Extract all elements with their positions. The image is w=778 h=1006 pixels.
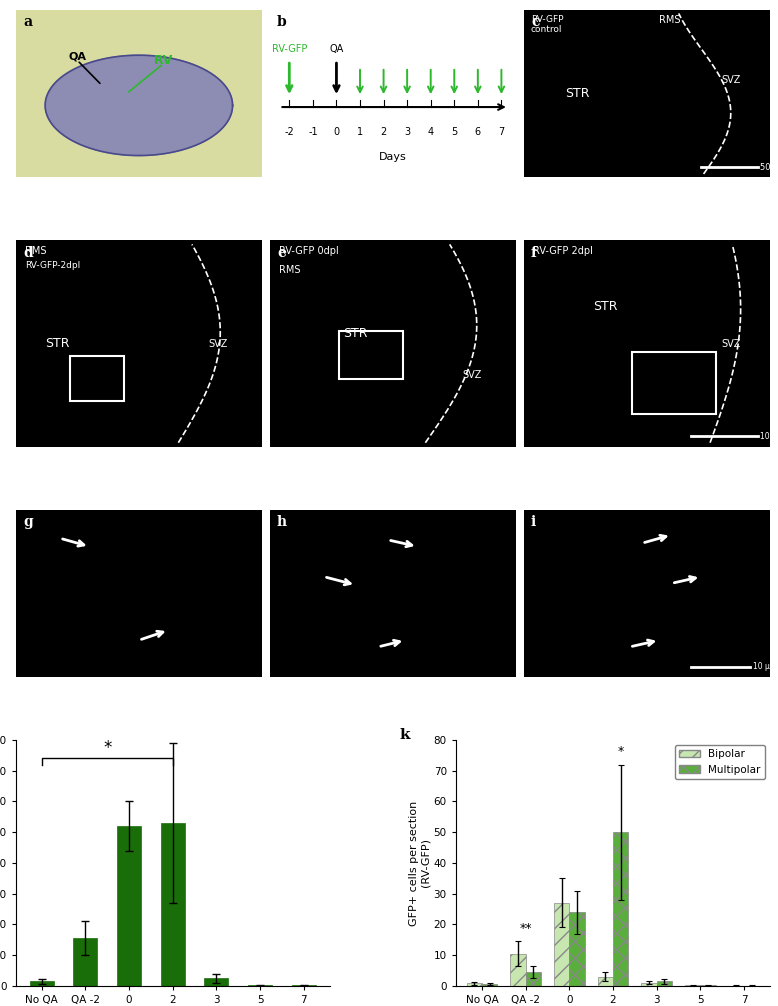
Text: RV-GFP
control: RV-GFP control bbox=[531, 15, 563, 34]
Text: 100 µm: 100 µm bbox=[760, 432, 778, 441]
Text: b: b bbox=[277, 15, 287, 29]
Text: SVZ: SVZ bbox=[721, 75, 741, 86]
Bar bbox=[510, 954, 526, 986]
Text: QA: QA bbox=[68, 52, 86, 62]
Y-axis label: GFP+ cells per section
(RV-GFP): GFP+ cells per section (RV-GFP) bbox=[409, 801, 431, 926]
Text: SVZ: SVZ bbox=[208, 339, 227, 348]
Bar bbox=[467, 984, 482, 986]
Text: 0: 0 bbox=[334, 127, 339, 137]
Text: 1: 1 bbox=[357, 127, 363, 137]
Text: f: f bbox=[531, 246, 537, 261]
Bar bbox=[482, 984, 497, 986]
Text: RV-GFP: RV-GFP bbox=[272, 43, 307, 53]
Text: RMS: RMS bbox=[279, 265, 301, 275]
Text: **: ** bbox=[520, 923, 532, 936]
Text: 2: 2 bbox=[380, 127, 387, 137]
Bar bbox=[598, 977, 613, 986]
Text: *: * bbox=[618, 745, 624, 759]
Text: a: a bbox=[23, 15, 32, 29]
Text: STR: STR bbox=[344, 327, 368, 340]
Text: c: c bbox=[531, 15, 539, 29]
Bar bbox=[117, 826, 141, 986]
Text: k: k bbox=[399, 727, 410, 741]
Text: STR: STR bbox=[566, 88, 590, 101]
Text: 5: 5 bbox=[451, 127, 457, 137]
Text: 7: 7 bbox=[498, 127, 504, 137]
Text: 4: 4 bbox=[428, 127, 434, 137]
Legend: Bipolar, Multipolar: Bipolar, Multipolar bbox=[675, 745, 765, 779]
Text: Days: Days bbox=[379, 152, 407, 162]
Text: 10 µm: 10 µm bbox=[753, 663, 777, 671]
Text: 50 µm: 50 µm bbox=[760, 163, 778, 172]
Text: g: g bbox=[23, 515, 33, 529]
Bar bbox=[30, 981, 54, 986]
Bar bbox=[73, 939, 97, 986]
Text: -2: -2 bbox=[285, 127, 294, 137]
Text: SVZ: SVZ bbox=[462, 369, 482, 379]
Text: 3: 3 bbox=[404, 127, 410, 137]
Bar bbox=[613, 832, 629, 986]
Text: SVZ: SVZ bbox=[721, 339, 741, 348]
Bar bbox=[161, 823, 185, 986]
Text: i: i bbox=[531, 515, 536, 529]
Text: d: d bbox=[23, 246, 33, 261]
Text: RMS: RMS bbox=[26, 246, 47, 257]
Text: h: h bbox=[277, 515, 287, 529]
Text: RV-GFP-2dpl: RV-GFP-2dpl bbox=[26, 261, 81, 270]
Text: RV-GFP 2dpl: RV-GFP 2dpl bbox=[534, 246, 594, 257]
Text: RV: RV bbox=[154, 53, 173, 66]
Text: -1: -1 bbox=[308, 127, 317, 137]
Text: QA: QA bbox=[329, 43, 344, 53]
Text: e: e bbox=[277, 246, 286, 261]
Bar bbox=[569, 912, 584, 986]
Text: RMS: RMS bbox=[659, 15, 681, 25]
Polygon shape bbox=[45, 55, 233, 156]
Text: STR: STR bbox=[45, 337, 70, 350]
Text: *: * bbox=[103, 738, 111, 757]
Text: STR: STR bbox=[593, 300, 617, 313]
Text: 6: 6 bbox=[475, 127, 481, 137]
Bar bbox=[657, 981, 672, 986]
Text: RV-GFP 0dpl: RV-GFP 0dpl bbox=[279, 246, 339, 257]
Bar bbox=[641, 983, 657, 986]
Bar bbox=[205, 978, 229, 986]
Bar bbox=[554, 902, 569, 986]
Bar bbox=[526, 972, 541, 986]
